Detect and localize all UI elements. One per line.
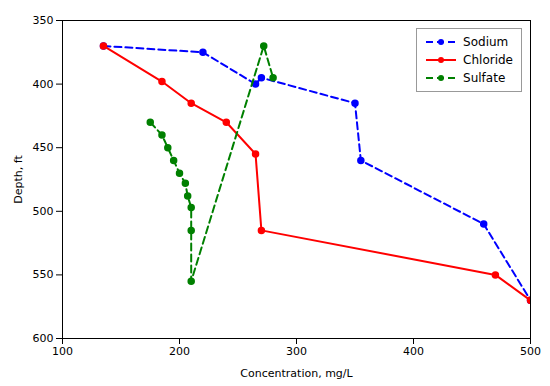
svg-text:400: 400: [33, 78, 54, 91]
svg-text:500: 500: [520, 345, 541, 358]
svg-text:100: 100: [52, 345, 73, 358]
svg-text:Concentration, mg/L: Concentration, mg/L: [240, 367, 353, 380]
svg-text:400: 400: [403, 345, 424, 358]
html-text:Sulfate: Sulfate: [463, 71, 506, 85]
svg-text:350: 350: [33, 14, 54, 27]
svg-text:Depth, ft: Depth, ft: [12, 155, 25, 204]
html-text:Sodium: Sodium: [463, 35, 509, 49]
html-text:Chloride: Chloride: [463, 53, 513, 67]
svg-text:600: 600: [33, 332, 54, 345]
svg-text:550: 550: [33, 268, 54, 281]
svg-text:500: 500: [33, 205, 54, 218]
svg-text:200: 200: [169, 345, 190, 358]
svg-text:300: 300: [286, 345, 307, 358]
svg-text:450: 450: [33, 141, 54, 154]
